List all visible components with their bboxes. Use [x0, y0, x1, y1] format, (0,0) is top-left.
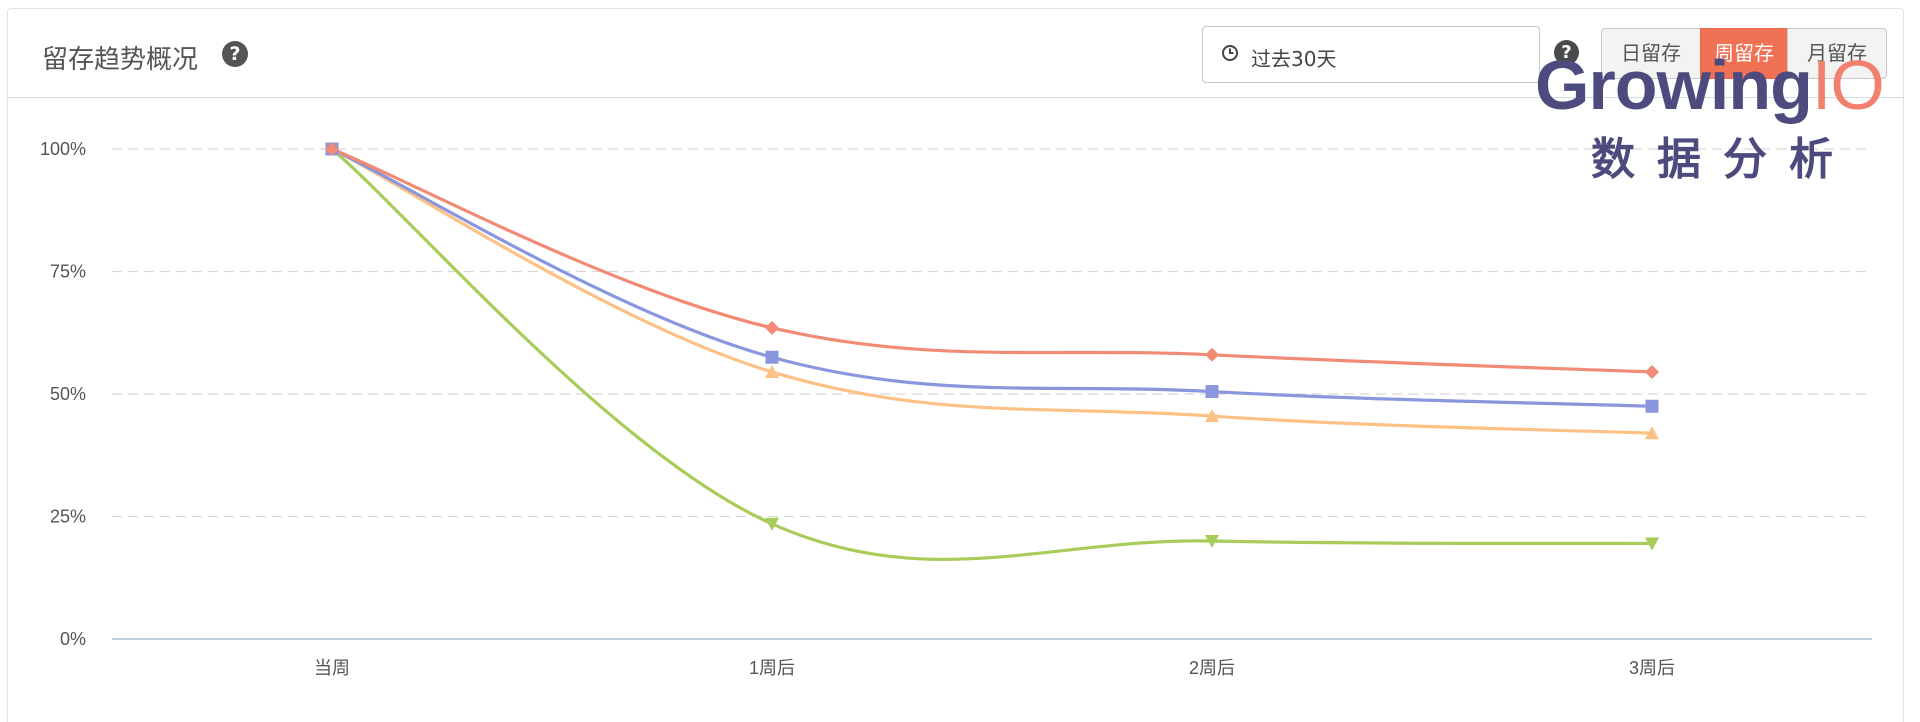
series-line [331, 147, 1653, 374]
data-point-triangle-up [765, 364, 779, 378]
y-tick-label: 50% [50, 384, 86, 404]
date-range-picker[interactable]: 过去30天 [1202, 26, 1540, 83]
tab-monthly-retention[interactable]: 月留存 [1787, 28, 1887, 79]
x-tick-label: 3周后 [1629, 658, 1675, 678]
x-tick-label: 当周 [314, 658, 350, 678]
panel-title: 留存趋势概况 [42, 45, 199, 75]
tab-weekly-retention[interactable]: 周留存 [1700, 28, 1788, 79]
y-tick-label: 25% [50, 507, 86, 527]
logo-io-text: IO [1811, 46, 1885, 124]
question-circle-icon[interactable]: ? [222, 41, 248, 67]
chart-series [325, 142, 1659, 561]
data-point-triangle-up [1645, 426, 1659, 440]
retention-panel: 留存趋势概况 ? 过去30天 ? 日留存 周留存 月留存 [7, 8, 1904, 722]
data-point-triangle-down [1205, 535, 1219, 548]
series-line [331, 147, 1653, 408]
chart-axes: 0% 25% 50% 75% 100% 当周 1周后 2周后 3周后 [40, 139, 1872, 678]
chart-grid [112, 148, 1872, 518]
y-tick-label: 75% [50, 262, 86, 282]
question-circle-icon[interactable]: ? [1554, 40, 1579, 65]
clock-icon [1222, 45, 1238, 61]
tab-daily-retention[interactable]: 日留存 [1601, 28, 1701, 79]
x-tick-label: 1周后 [749, 658, 795, 678]
date-range-value: 过去30天 [1251, 47, 1337, 71]
y-tick-label: 100% [40, 139, 86, 159]
logo-growing-text: Growing [1535, 46, 1813, 124]
data-point-triangle-up [1205, 409, 1219, 423]
series-line [331, 147, 1653, 435]
series-line [330, 147, 1653, 561]
data-point-diamond [1205, 347, 1219, 362]
data-point-diamond [1645, 364, 1659, 379]
data-point-square [1645, 399, 1659, 413]
data-point-square [765, 350, 779, 364]
x-tick-label: 2周后 [1189, 658, 1235, 678]
logo-tagline: 数据分析 [1591, 134, 1855, 185]
data-point-square [1205, 385, 1219, 399]
logo-wordmark: GrowingIO [1535, 45, 1885, 125]
y-tick-label: 0% [60, 629, 86, 649]
growingio-watermark-logo: GrowingIO 数据分析 [1535, 45, 1885, 195]
data-point-triangle-down [1645, 537, 1659, 551]
data-point-triangle-down [765, 517, 779, 531]
data-point-diamond [765, 320, 779, 335]
panel-header: 留存趋势概况 ? 过去30天 ? 日留存 周留存 月留存 [8, 9, 1903, 98]
data-point-diamond [325, 142, 339, 156]
